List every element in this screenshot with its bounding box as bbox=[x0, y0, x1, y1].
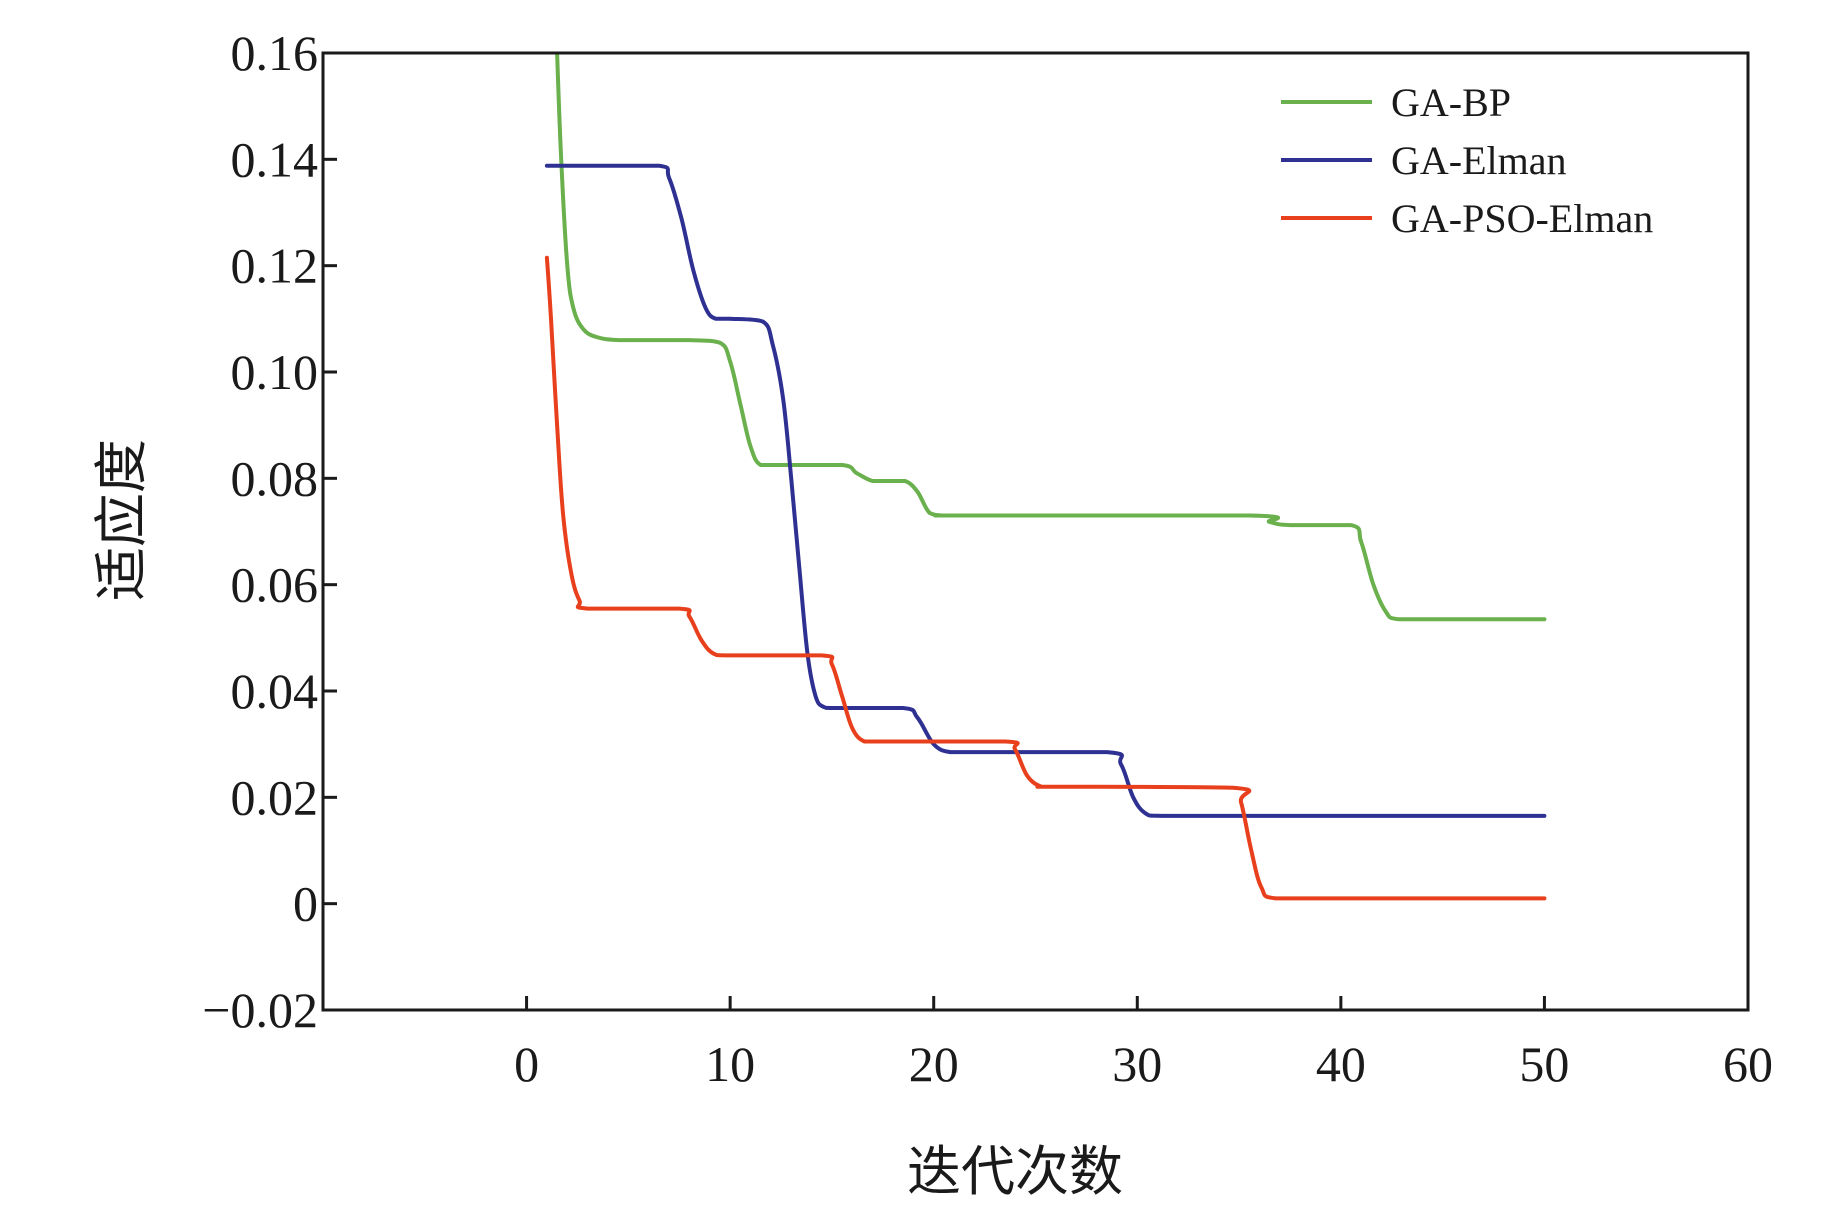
legend-label: GA-PSO-Elman bbox=[1391, 196, 1653, 241]
y-tick-label: 0.10 bbox=[231, 344, 319, 400]
legend-label: GA-Elman bbox=[1391, 138, 1567, 183]
x-tick-label: 30 bbox=[1112, 1036, 1162, 1092]
y-tick-label: 0.06 bbox=[231, 557, 319, 613]
y-axis-title: 适应度 bbox=[90, 439, 153, 601]
series-line-2 bbox=[544, 163, 1547, 818]
x-tick-label: 40 bbox=[1316, 1036, 1366, 1092]
x-axis-title: 迭代次数 bbox=[907, 1140, 1123, 1203]
x-tick-label: 10 bbox=[705, 1036, 755, 1092]
y-tick-label: 0 bbox=[293, 876, 318, 932]
x-tick-label: 60 bbox=[1723, 1036, 1773, 1092]
x-tick-label: 50 bbox=[1519, 1036, 1569, 1092]
y-tick-label: 0.12 bbox=[231, 238, 319, 294]
y-tick-label: 0.14 bbox=[231, 131, 319, 187]
series-line-1 bbox=[555, 53, 1547, 622]
x-tick-label: 0 bbox=[514, 1036, 539, 1092]
tick-layer: 0 10 20 30 40 50 60 −0.02 0 0.02 0.04 0.06 0.08 0.10 0… bbox=[202, 25, 1773, 1092]
series-line-3 bbox=[544, 255, 1547, 901]
y-tick-label: −0.02 bbox=[202, 982, 318, 1038]
plot-frame bbox=[321, 51, 1750, 1012]
legend-label: GA-BP bbox=[1391, 80, 1511, 125]
series-layer bbox=[544, 53, 1547, 901]
y-tick-label: 0.04 bbox=[231, 663, 319, 719]
y-tick-label: 0.16 bbox=[231, 25, 319, 81]
x-tick-label: 20 bbox=[909, 1036, 959, 1092]
legend: GA-BP GA-Elman GA-PSO-Elman bbox=[1281, 80, 1653, 241]
y-tick-label: 0.02 bbox=[231, 769, 319, 825]
y-tick-label: 0.08 bbox=[231, 450, 319, 506]
